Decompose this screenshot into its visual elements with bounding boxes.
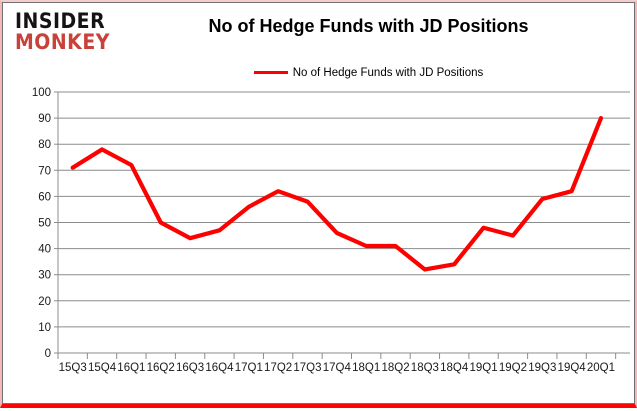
- x-axis-label: 16Q2: [147, 362, 175, 374]
- x-axis-label: 19Q2: [499, 362, 527, 374]
- x-axis-label: 16Q1: [117, 362, 145, 374]
- x-axis-label: 17Q4: [323, 362, 352, 374]
- x-axis-label: 20Q1: [587, 362, 615, 374]
- x-axis-label: 15Q3: [59, 362, 87, 374]
- x-axis-label: 19Q1: [470, 362, 498, 374]
- y-axis-label: 50: [38, 218, 51, 230]
- x-axis-label: 18Q3: [411, 362, 439, 374]
- series-line-hedge-funds: [70, 115, 604, 272]
- x-axis-label: 18Q4: [440, 362, 469, 374]
- y-axis-label: 20: [38, 296, 51, 308]
- insider-monkey-logo: INSIDER MONKEY: [15, 9, 110, 55]
- x-axis-label: 19Q3: [528, 362, 556, 374]
- y-axis-label: 80: [38, 139, 51, 151]
- legend-line-swatch: [253, 71, 288, 74]
- y-axis-label: 90: [38, 113, 51, 125]
- x-axis-label: 18Q1: [352, 362, 380, 374]
- chart-legend: No of Hedge Funds with JD Positions: [128, 61, 609, 79]
- y-axis-label: 60: [38, 191, 51, 203]
- logo-word-monkey: MONKEY: [15, 30, 110, 55]
- x-axis-label: 16Q4: [205, 362, 234, 374]
- legend-label: No of Hedge Funds with JD Positions: [292, 66, 484, 79]
- chart-card-border: 0 10 20 30 40 50 60 70 80 90 100 15Q3 15Q4 16Q1 16Q2 16…: [2, 2, 635, 404]
- x-axis-label: 17Q3: [293, 362, 321, 374]
- y-axis-label: 40: [38, 244, 51, 256]
- y-axis-label: 30: [38, 270, 51, 282]
- chart-title: No of Hedge Funds with JD Positions: [208, 16, 529, 36]
- y-axis-label: 70: [38, 165, 51, 177]
- x-axis-label: 18Q2: [381, 362, 409, 374]
- x-axis-label: 15Q4: [88, 362, 117, 374]
- y-axis-label: 10: [38, 322, 51, 334]
- x-axis-label: 17Q1: [235, 362, 263, 374]
- logo-word-insider: INSIDER: [15, 9, 106, 33]
- x-axis-label: 16Q3: [176, 362, 204, 374]
- x-axis-label: 17Q2: [264, 362, 292, 374]
- y-axis-label: 0: [45, 348, 51, 360]
- x-axis-label: 19Q4: [558, 362, 587, 374]
- y-axis-label: 100: [32, 87, 51, 99]
